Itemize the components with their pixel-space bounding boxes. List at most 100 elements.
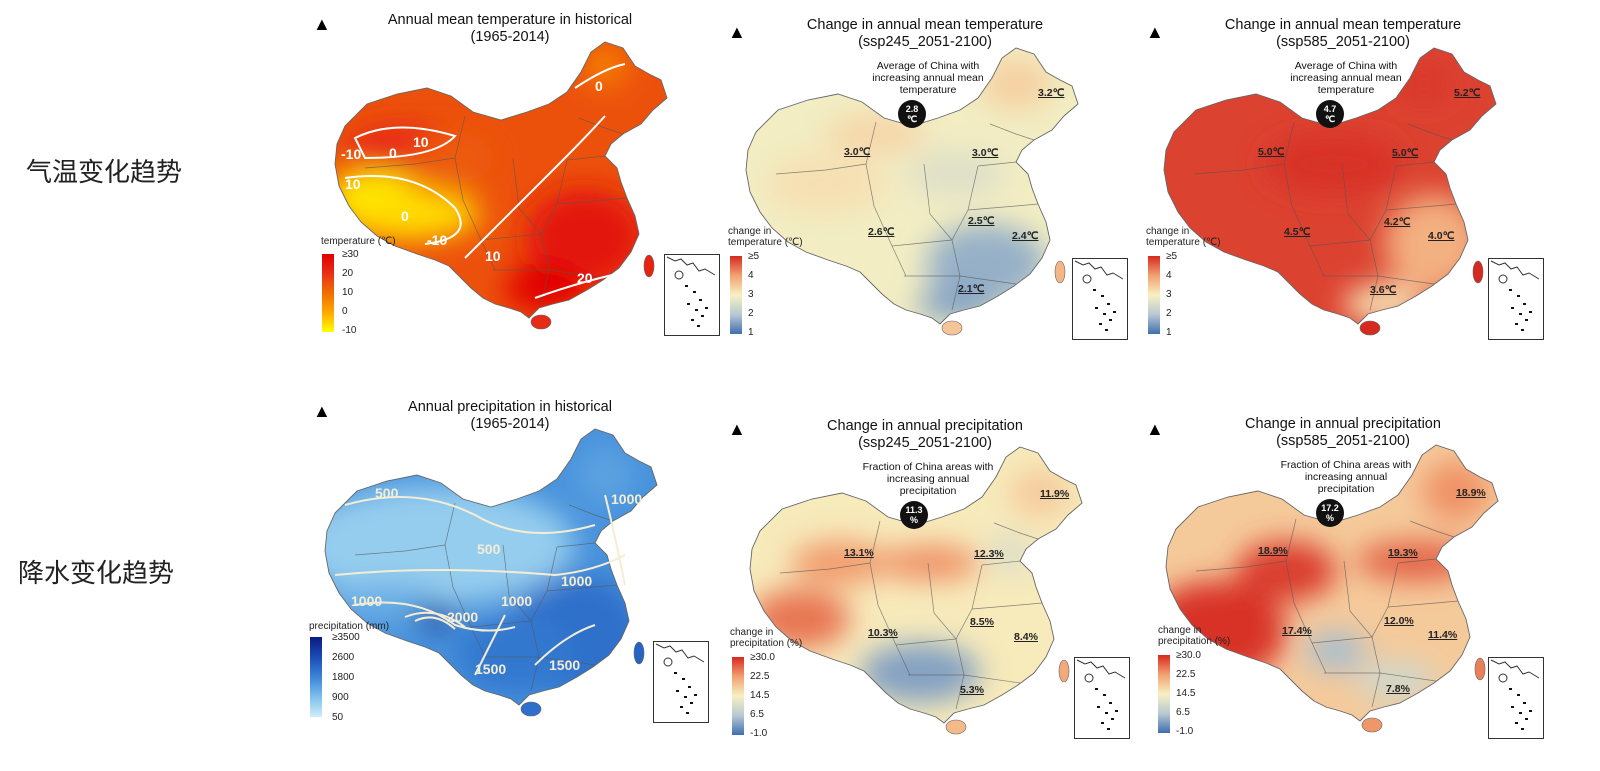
contour-label: -10 xyxy=(341,146,362,162)
china-map xyxy=(745,47,1079,336)
region-value-label: 5.0℃ xyxy=(1258,146,1285,158)
region-value-label: 3.0℃ xyxy=(972,147,999,159)
legend-tick: 2600 xyxy=(332,652,355,663)
region-value-label: 12.0% xyxy=(1384,615,1414,627)
region-value-label: 5.2℃ xyxy=(1454,87,1481,99)
region-value-label: 4.5℃ xyxy=(1284,226,1311,238)
map-panel-precipitation-historical: ▲ Annual precipitation in historical (19… xyxy=(305,395,725,770)
legend-tick: 3 xyxy=(748,289,754,300)
average-callout: Average of China with increasing annual … xyxy=(872,60,984,96)
region-value-label: 11.9% xyxy=(1040,488,1070,500)
region-value-label: 3.0℃ xyxy=(844,146,871,158)
row-label-temperature: 气温变化趋势 xyxy=(26,158,183,188)
north-arrow-icon: ▲ xyxy=(1146,22,1164,42)
region-value-label: 4.2℃ xyxy=(1384,216,1411,228)
legend-tick: 22.5 xyxy=(1176,669,1196,680)
legend-tick: 0 xyxy=(342,306,348,317)
south-china-sea-inset xyxy=(1488,657,1544,739)
contour-label: 500 xyxy=(375,485,399,501)
legend-tick: 1800 xyxy=(332,672,355,683)
legend-tick: 2 xyxy=(748,308,754,319)
legend-color-bar xyxy=(1148,256,1160,334)
legend-tick: 50 xyxy=(332,712,344,723)
legend-tick: 4 xyxy=(748,270,754,281)
region-value-label: 2.5℃ xyxy=(968,215,995,227)
contour-label: 1000 xyxy=(501,593,533,609)
legend-tick: ≥30.0 xyxy=(750,652,775,663)
south-china-sea-inset xyxy=(1072,258,1128,340)
area-fraction-callout: Fraction of China areas with increasing … xyxy=(1280,459,1412,495)
legend-color-bar xyxy=(730,256,742,334)
map-panel-temperature-ssp245: ▲ Change in annual mean temperature (ssp… xyxy=(720,8,1140,383)
panel-title: Change in annual mean temperature (ssp58… xyxy=(1224,17,1462,50)
contour-label: 1500 xyxy=(549,657,581,673)
legend-title: change in temperature (℃) xyxy=(728,226,803,248)
legend-tick: 6.5 xyxy=(750,709,764,720)
contour-label: 20 xyxy=(577,270,593,286)
area-fraction-badge: 17.2 % xyxy=(1316,499,1344,527)
legend-tick: -10 xyxy=(342,325,357,336)
legend-tick: -1.0 xyxy=(750,728,768,739)
legend-color-bar xyxy=(310,637,322,717)
south-china-sea-inset xyxy=(653,641,709,723)
contour-label: 1500 xyxy=(475,661,507,677)
contour-label: 1000 xyxy=(351,593,383,609)
map-panel-precipitation-ssp245: ▲ Change in annual precipitation (ssp245… xyxy=(720,395,1140,770)
legend-title: change in precipitation (%) xyxy=(730,627,803,649)
legend-tick: ≥30 xyxy=(342,249,359,260)
contour-label: 1000 xyxy=(611,491,643,507)
legend-tick: 2 xyxy=(1166,308,1172,319)
contour-label: 10 xyxy=(413,134,429,150)
panel-title: Change in annual precipitation (ssp245_2… xyxy=(827,418,1023,451)
map-body xyxy=(749,446,1083,735)
legend-tick: 14.5 xyxy=(1176,688,1196,699)
legend-title: change in temperature (℃) xyxy=(1146,226,1221,248)
panel-title: Change in annual mean temperature (ssp24… xyxy=(806,17,1044,50)
region-value-label: 3.6℃ xyxy=(1370,284,1397,296)
legend-tick: 20 xyxy=(342,268,354,279)
contour-label: -10 xyxy=(427,232,448,248)
legend-tick: 1 xyxy=(1166,327,1172,338)
average-value-badge: 4.7 ℃ xyxy=(1316,100,1344,128)
region-value-label: 5.0℃ xyxy=(1392,147,1419,159)
north-arrow-icon: ▲ xyxy=(313,401,331,421)
china-map xyxy=(1165,444,1499,733)
map-panel-precipitation-ssp585: ▲ Change in annual precipitation (ssp585… xyxy=(1138,395,1558,770)
legend-tick: 1 xyxy=(748,327,754,338)
region-value-label: 2.4℃ xyxy=(1012,230,1039,242)
contour-label: 0 xyxy=(401,208,409,224)
legend-tick: ≥3500 xyxy=(332,632,360,643)
legend-color-bar xyxy=(322,254,334,332)
region-value-label: 12.3% xyxy=(974,548,1004,560)
legend-tick: 4 xyxy=(1166,270,1172,281)
legend-tick: 14.5 xyxy=(750,690,770,701)
region-value-label: 18.9% xyxy=(1456,487,1486,499)
north-arrow-icon: ▲ xyxy=(728,419,746,439)
legend-color-bar xyxy=(732,657,744,735)
north-arrow-icon: ▲ xyxy=(1146,419,1164,439)
region-value-label: 18.9% xyxy=(1258,545,1288,557)
legend-tick: -1.0 xyxy=(1176,726,1194,737)
region-value-label: 2.6℃ xyxy=(868,226,895,238)
map-body xyxy=(1165,444,1499,733)
legend-title: change in precipitation (%) xyxy=(1158,625,1231,647)
north-arrow-icon: ▲ xyxy=(313,14,331,34)
region-value-label: 4.0℃ xyxy=(1428,230,1455,242)
legend-tick: 22.5 xyxy=(750,671,770,682)
contour-label: 1000 xyxy=(561,573,593,589)
area-fraction-badge: 11.3 % xyxy=(900,501,928,529)
map-panel-temperature-historical: ▲ Annual mean temperature in historical … xyxy=(305,8,725,383)
china-map xyxy=(1163,47,1497,336)
china-map xyxy=(749,446,1083,735)
legend-color-bar xyxy=(1158,655,1170,733)
region-value-label: 17.4% xyxy=(1282,625,1312,637)
region-value-label: 11.4% xyxy=(1428,629,1458,641)
contour-label: 2000 xyxy=(447,609,479,625)
china-map xyxy=(324,428,658,717)
south-china-sea-inset xyxy=(664,254,720,336)
map-panel-temperature-ssp585: ▲ Change in annual mean temperature (ssp… xyxy=(1138,8,1558,383)
map-body xyxy=(745,47,1079,336)
panel-title: Change in annual precipitation (ssp585_2… xyxy=(1245,416,1441,449)
legend-tick: ≥30.0 xyxy=(1176,650,1201,661)
south-china-sea-inset xyxy=(1488,258,1544,340)
